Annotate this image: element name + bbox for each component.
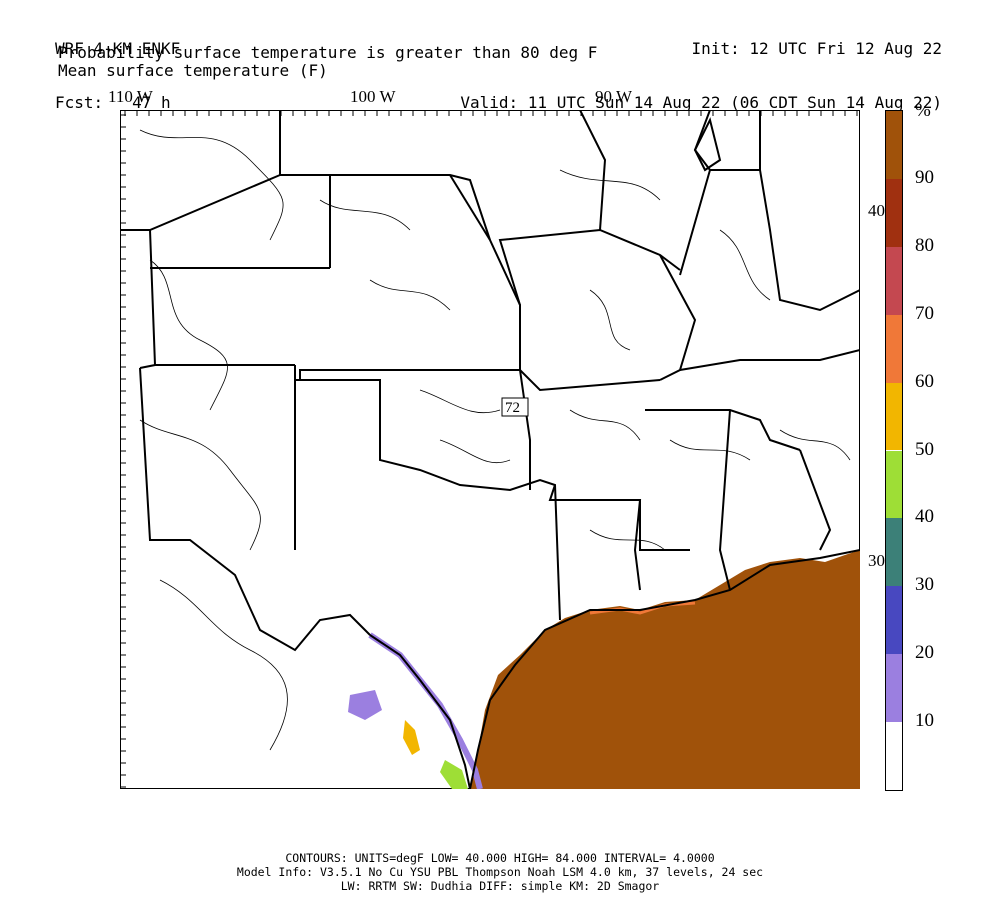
init-time: Init: 12 UTC Fri 12 Aug 22	[691, 39, 942, 58]
legend-level-label: 50	[915, 438, 934, 460]
legend-level-label: 80	[915, 234, 934, 256]
legend-swatch	[886, 382, 902, 451]
coastline	[369, 549, 860, 789]
lake-michigan	[693, 117, 722, 172]
forecast-hour: Fcst: 47 h	[55, 93, 171, 112]
legend-swatch	[886, 178, 902, 247]
legend-swatch	[886, 450, 902, 519]
frame-ticks	[120, 110, 858, 788]
field-title-1: Probability surface temperature is great…	[58, 43, 598, 62]
color-legend	[885, 110, 903, 791]
footer-physics: LW: RRTM SW: Dudhia DIFF: simple KM: 2D …	[340, 879, 660, 893]
legend-swatch	[886, 586, 902, 655]
texas-green	[440, 760, 468, 789]
valid-time: Valid: 11 UTC Sun 14 Aug 22 (06 CDT Sun …	[460, 93, 942, 112]
isotherm-contours	[139, 129, 851, 751]
lon-label-90w: 90 W	[595, 87, 632, 106]
legend-swatch	[886, 246, 902, 315]
map-panel: 72	[120, 110, 860, 789]
contour-label-box	[501, 397, 529, 417]
legend-level-label: 90	[915, 166, 934, 188]
legend-swatch	[886, 314, 902, 383]
footer-contours: CONTOURS: UNITS=degF LOW= 40.000 HIGH= 8…	[285, 851, 715, 865]
legend-level-label: 30	[915, 574, 934, 596]
texas-yellow	[403, 720, 420, 755]
texas-purple-blob	[348, 690, 382, 720]
model-title: WRF 4-KM ENKF Fcst: 47 h	[55, 4, 180, 130]
legend-unit: %	[915, 100, 931, 121]
legend-level-label: 20	[915, 642, 934, 664]
legend-swatch	[886, 518, 902, 587]
legend-level-label: 10	[915, 710, 934, 732]
footer-model-info: Model Info: V3.5.1 No Cu YSU PBL Thompso…	[236, 865, 764, 879]
legend-level-label: 70	[915, 302, 934, 324]
legend-level-label: 60	[915, 370, 934, 392]
contour-label: 72	[505, 400, 520, 416]
state-borders	[120, 110, 860, 652]
gulf-high-probability	[470, 550, 860, 789]
lon-label-100w: 100 W	[350, 87, 396, 106]
legend-swatch	[886, 111, 902, 179]
legend-swatch	[886, 654, 902, 723]
legend-swatch	[886, 722, 902, 790]
field-title-2: Mean surface temperature (F)	[58, 61, 328, 80]
time-info: Init: 12 UTC Fri 12 Aug 22 Valid: 11 UTC…	[460, 4, 942, 130]
model-name: WRF 4-KM ENKF	[55, 39, 181, 58]
legend-level-label: 40	[915, 506, 934, 528]
lon-label-110w: 110 W	[108, 87, 153, 106]
